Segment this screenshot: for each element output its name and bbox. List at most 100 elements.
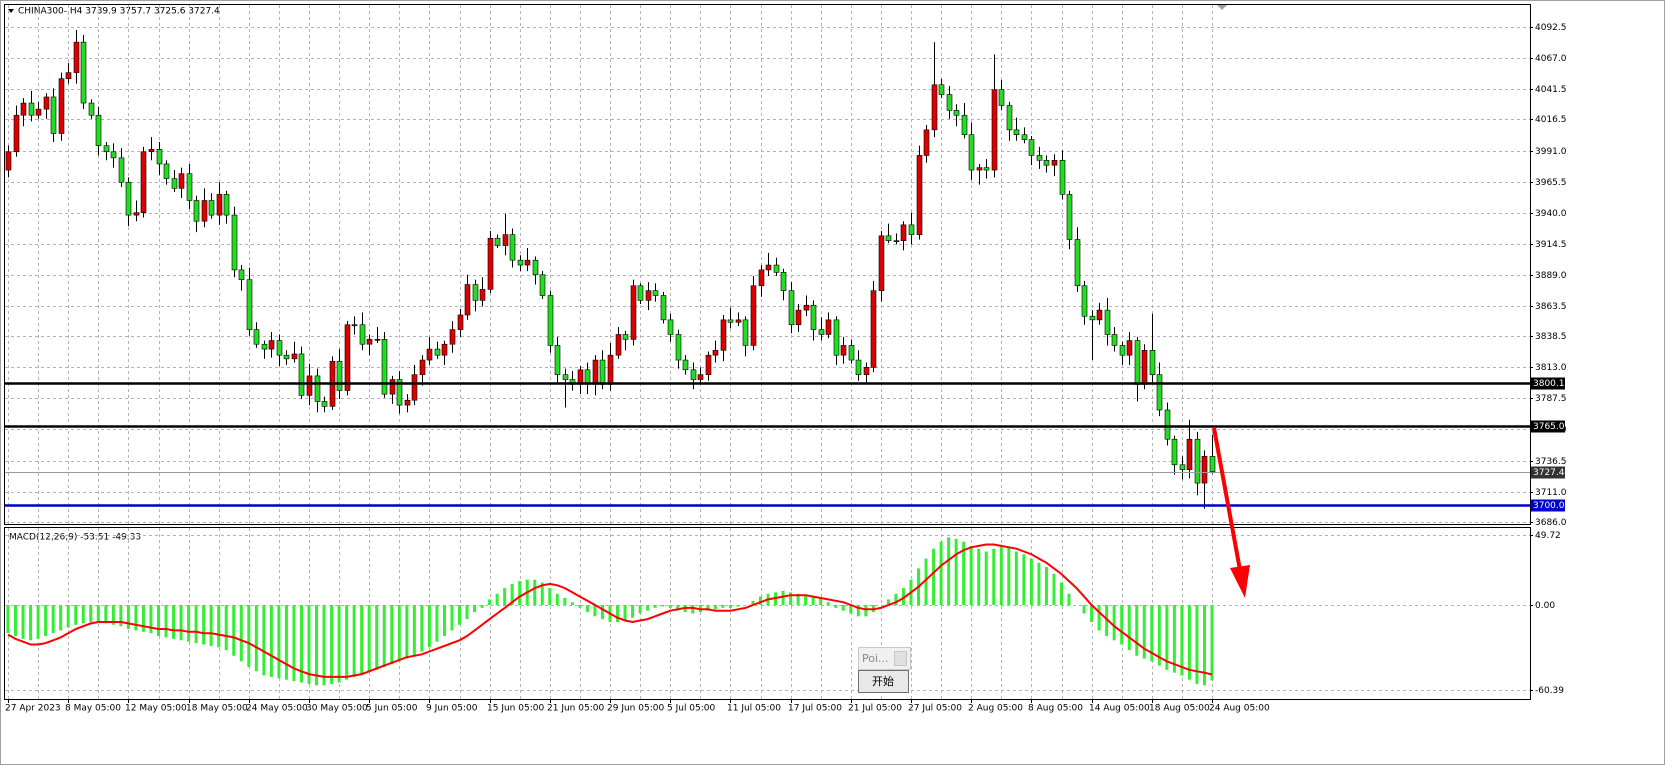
histogram-bar [307, 605, 311, 684]
candle-body [472, 284, 479, 301]
candle-body [178, 173, 185, 189]
histogram-bar [141, 605, 145, 632]
start-button[interactable] [858, 670, 909, 693]
candle-body [953, 110, 960, 116]
candle-body [88, 102, 95, 116]
candle-body [622, 334, 629, 340]
histogram-bar [540, 582, 544, 606]
histogram-bar [841, 605, 845, 611]
histogram-bar [616, 605, 620, 622]
histogram-bar [202, 605, 206, 645]
histogram-bar [412, 605, 416, 656]
histogram-bar [495, 593, 499, 606]
histogram-bar [465, 605, 469, 620]
x-tick-label: 9 Jun 05:00 [426, 704, 478, 714]
candle-body [517, 259, 524, 266]
candle-body [833, 319, 840, 356]
y-tick-label: 3686.0 [1535, 518, 1567, 528]
candle-body [667, 319, 674, 335]
x-tick-label: 30 May 05:00 [306, 704, 368, 714]
histogram-bar [1037, 562, 1041, 606]
candle-body [171, 178, 178, 189]
histogram-bar [81, 605, 85, 624]
candle-body [765, 264, 772, 271]
histogram-bar [1112, 605, 1116, 641]
histogram-bar [1052, 574, 1056, 606]
candle-body [208, 200, 215, 216]
candle-body [5, 151, 12, 171]
candle-body [283, 354, 290, 360]
histogram-bar [1150, 605, 1154, 662]
candle-body [1126, 340, 1133, 356]
candle-body [690, 369, 697, 380]
candle-body [1164, 409, 1171, 440]
histogram-bar [804, 595, 808, 606]
x-tick-label: 17 Jul 05:00 [788, 704, 842, 714]
candle-body [900, 224, 907, 241]
histogram-bar [1127, 605, 1131, 651]
candle-body [599, 359, 606, 385]
candle-body [35, 108, 42, 116]
candle-body [140, 151, 147, 213]
candle-body [494, 237, 501, 246]
candle-body [95, 114, 102, 146]
candle-body [727, 319, 734, 323]
histogram-bar [631, 605, 635, 618]
candle-body [186, 173, 193, 201]
candle-body [893, 240, 900, 242]
histogram-bar [1135, 605, 1139, 656]
histogram-bar [1007, 547, 1011, 606]
candle-body [1013, 129, 1020, 136]
histogram-bar [646, 605, 650, 611]
candle-body [163, 163, 170, 179]
histogram-bar [503, 588, 507, 606]
candle-body [938, 84, 945, 95]
histogram-bar [360, 605, 364, 675]
candle-body [788, 290, 795, 326]
start-button-label[interactable]: 开始 [872, 674, 894, 688]
histogram-bar [713, 605, 717, 610]
candle-body [878, 235, 885, 291]
histogram-bar [442, 605, 446, 637]
histogram-bar [811, 596, 815, 606]
candle-body [253, 329, 260, 345]
candle-body [750, 285, 757, 346]
candle-body [216, 194, 223, 216]
price-label: 3800.1 [1533, 379, 1565, 389]
candle-body [637, 285, 644, 301]
candle-body [351, 324, 358, 327]
candle-body [524, 259, 531, 266]
shift-marker[interactable] [1217, 5, 1227, 10]
candle-body [870, 290, 877, 368]
histogram-bar [217, 605, 221, 648]
histogram-bar [984, 551, 988, 606]
histogram-bar [420, 605, 424, 652]
popup-icon[interactable] [894, 651, 907, 666]
candle-body [13, 114, 20, 153]
histogram-bar [44, 605, 48, 637]
histogram-bar [721, 605, 725, 608]
signal-line [7, 543, 1213, 678]
histogram-bar [179, 605, 183, 641]
histogram-bar [352, 605, 356, 677]
candle-body [758, 269, 765, 287]
candle-body [65, 72, 72, 79]
histogram-bar [1202, 605, 1206, 686]
histogram-bar [901, 588, 905, 606]
candle-body [434, 348, 441, 356]
candle-body [43, 96, 50, 110]
histogram-bar [254, 605, 258, 672]
main-panel-frame [4, 4, 1531, 525]
candle-body [344, 324, 351, 391]
candle-body [968, 134, 975, 171]
candle-body [562, 374, 569, 380]
histogram-bar [157, 605, 160, 637]
histogram-bar [510, 583, 514, 606]
histogram-bar [954, 538, 958, 606]
histogram-bar [337, 605, 341, 683]
collapse-icon[interactable] [8, 9, 14, 13]
histogram-bar [1029, 558, 1033, 606]
candle-body [1156, 374, 1163, 411]
histogram-bar [390, 605, 394, 665]
histogram-bar [104, 605, 108, 624]
